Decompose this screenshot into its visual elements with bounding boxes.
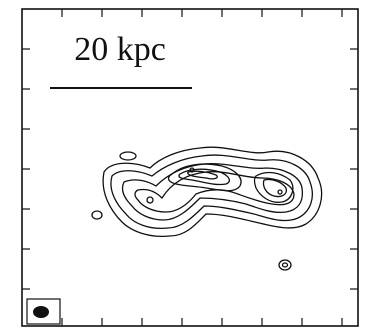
radio-contours xyxy=(91,146,323,271)
beam xyxy=(33,306,49,318)
beam-box xyxy=(26,298,61,325)
scale-label: 20 kpc xyxy=(74,31,166,68)
map-frame xyxy=(21,8,359,327)
tick-marks xyxy=(22,9,358,326)
